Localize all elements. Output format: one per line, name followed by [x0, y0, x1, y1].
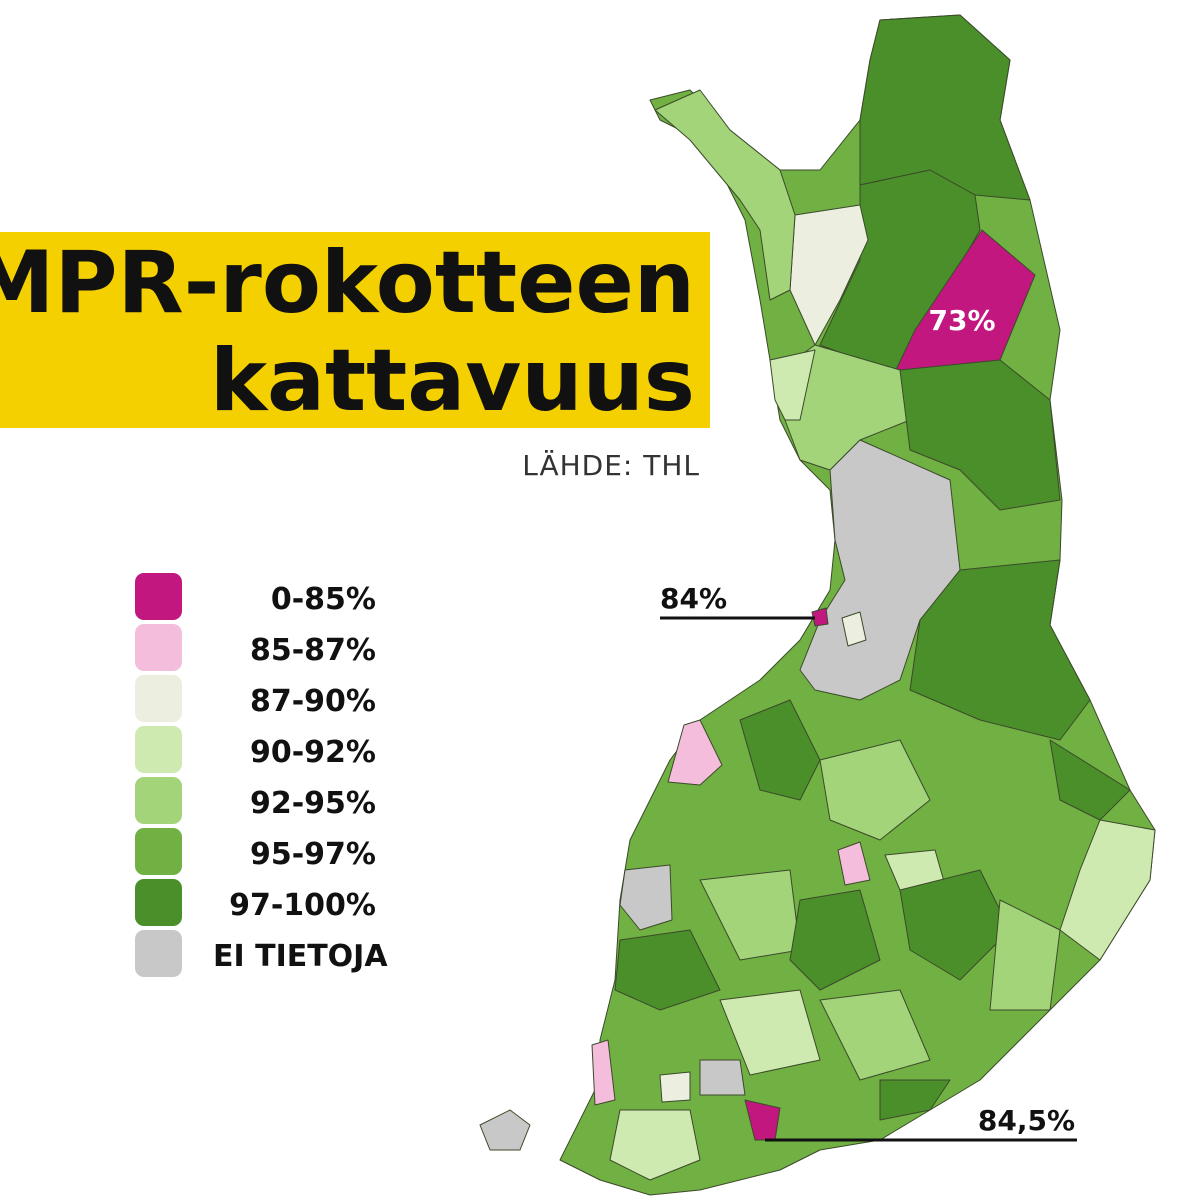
region	[654, 89, 796, 301]
region	[609, 1109, 701, 1181]
legend: 0-85% 85-87% 87-90% 90-92% 92-95% 95-97% 97-10…	[135, 573, 388, 977]
region	[879, 1079, 951, 1121]
region	[789, 889, 881, 991]
title-band	[0, 232, 710, 428]
legend-label: 0-85%	[271, 582, 376, 617]
region	[989, 899, 1061, 1011]
region	[614, 929, 721, 1011]
legend-swatch	[135, 675, 182, 722]
legend-swatch	[135, 624, 182, 671]
region	[739, 699, 821, 801]
title-line: kattavuus	[210, 331, 695, 431]
legend-label: 85-87%	[250, 633, 376, 668]
region	[1059, 819, 1156, 961]
source: LÄHDE: THL	[522, 449, 700, 482]
legend-label: EI TIETOJA	[213, 939, 388, 974]
legend-swatch	[135, 930, 182, 977]
legend-swatch	[135, 879, 182, 926]
region	[719, 989, 821, 1076]
legend-label: 87-90%	[250, 684, 376, 719]
region	[699, 1059, 746, 1096]
annotation: 73%	[928, 304, 995, 337]
legend-swatch	[135, 777, 182, 824]
legend-label: 95-97%	[250, 837, 376, 872]
region	[659, 1071, 691, 1103]
region	[909, 559, 1091, 741]
region	[899, 359, 1061, 511]
region	[811, 607, 829, 627]
region	[819, 989, 931, 1081]
annotation: 84,5%	[978, 1104, 1075, 1137]
legend-label: 90-92%	[250, 735, 376, 770]
region	[591, 1039, 616, 1106]
annotation: 84%	[660, 582, 727, 615]
legend-swatch	[135, 828, 182, 875]
region	[619, 864, 673, 931]
title-line: MPR-rokotteen	[0, 233, 695, 333]
region	[837, 841, 871, 886]
legend-swatch	[135, 573, 182, 620]
legend-swatch	[135, 726, 182, 773]
legend-label: 97-100%	[229, 888, 376, 923]
region	[769, 349, 816, 421]
legend-label: 92-95%	[250, 786, 376, 821]
region	[667, 719, 723, 786]
region	[859, 14, 1031, 201]
region	[819, 739, 931, 841]
region	[899, 869, 1011, 981]
region	[841, 611, 867, 647]
region	[479, 1109, 531, 1151]
finland-map	[479, 14, 1156, 1196]
region	[799, 439, 961, 701]
